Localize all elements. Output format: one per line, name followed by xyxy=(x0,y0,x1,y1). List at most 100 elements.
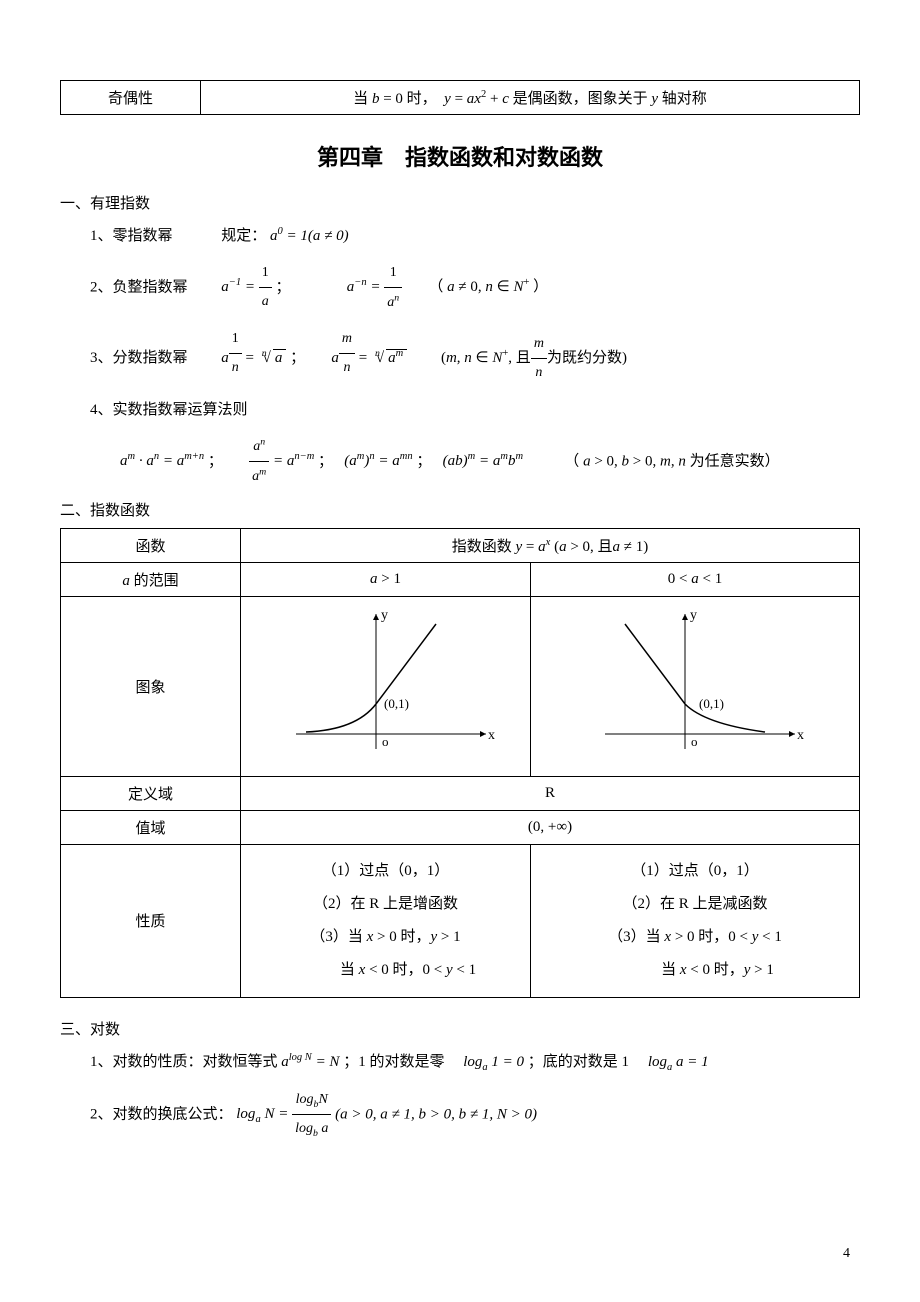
y-label: y xyxy=(381,608,388,623)
section1-heading: 一、有理指数 xyxy=(60,192,860,213)
s3-item2-label: 2、对数的换底公式： xyxy=(90,1106,233,1122)
x-label: x xyxy=(488,728,495,743)
root1: n√a xyxy=(258,343,287,373)
sep: ； xyxy=(290,350,328,366)
row-domain-label: 定义域 xyxy=(61,776,241,810)
s3-item1: 1、对数的性质：对数恒等式 alog N = N ；1 的对数是零 loga 1… xyxy=(60,1047,860,1078)
s1-item4-cond: （ a > 0, b > 0, m, n 为任意实数） xyxy=(572,453,780,469)
row-range2-value: (0, +∞) xyxy=(241,810,860,844)
s1-item4-label: 4、实数指数幂运算法则 xyxy=(60,395,860,425)
section3-heading: 三、对数 xyxy=(60,1018,860,1039)
graph-increasing: y x o (0,1) xyxy=(241,596,531,776)
s3-item1-f2: loga 1 = 0 xyxy=(463,1054,524,1070)
row-range-label: a 的范围 xyxy=(61,562,241,596)
frac-den: a xyxy=(259,288,272,316)
y-label: y xyxy=(690,608,697,623)
x-label: x xyxy=(797,728,804,743)
row-domain-value: R xyxy=(241,776,860,810)
s3-item2-left: loga N = xyxy=(236,1106,292,1122)
cond-frac: mn xyxy=(531,330,547,387)
origin-label: o xyxy=(382,734,389,749)
chapter-title: 第四章 指数函数和对数函数 xyxy=(60,140,860,172)
s1-item1-formula: a0 = 1(a ≠ 0) xyxy=(270,228,349,244)
row-range2-label: 值域 xyxy=(61,810,241,844)
frac-den: n xyxy=(531,359,547,387)
s1-item1-rule: 规定： xyxy=(221,228,266,244)
s1-item2-f2-frac: 1 an xyxy=(384,259,402,317)
s1-item4-f1: am · an = am+n xyxy=(120,453,204,469)
s1-item2-f1: a−1 = xyxy=(221,279,258,295)
s1-item4-formulas: am · an = am+n ； an am = an−m ； (am)n = … xyxy=(60,433,860,491)
page-root: 奇偶性 当 b = 0 时， y = ax2 + c 是偶函数，图象关于 y 轴… xyxy=(0,0,920,1302)
s1-item4-f2-right: = an−m xyxy=(273,453,314,469)
s1-item3: 3、分数指数幂 a1n = n√a ； amn = n√am (m, n ∈ N… xyxy=(60,325,860,387)
s1-item2-label: 2、负整指数幂 xyxy=(90,279,188,295)
frac-num: m xyxy=(531,330,547,359)
point-label: (0,1) xyxy=(699,696,724,711)
s3-item1-label: 1、对数的性质：对数恒等式 xyxy=(90,1054,278,1070)
parity-label-cell: 奇偶性 xyxy=(61,81,201,115)
eq: = xyxy=(246,350,258,366)
s1-item2-cond: （ a ≠ 0, n ∈ N+ ） xyxy=(436,279,548,295)
origin-label: o xyxy=(691,734,698,749)
exp-num: m xyxy=(339,325,355,354)
s3-item2: 2、对数的换底公式： loga N = logbN logb a (a > 0,… xyxy=(60,1086,860,1144)
prop-line: 当 x < 0 时，y > 1 xyxy=(551,954,839,987)
s1-item4-f3: (am)n = amn xyxy=(344,453,412,469)
row-func-value: 指数函数 y = ax (a > 0, 且a ≠ 1) xyxy=(241,528,860,562)
prop-line: （3）当 x > 0 时，y > 1 xyxy=(261,921,510,954)
s1-item3-f2: a xyxy=(331,350,339,366)
root-deg: n xyxy=(262,348,267,359)
row-range-col1: a > 1 xyxy=(241,562,531,596)
sep: ； xyxy=(276,279,344,295)
prop-line: （1）过点（0，1） xyxy=(551,855,839,888)
s1-item3-f1: a xyxy=(221,350,229,366)
props-right: （1）过点（0，1） （2）在 R 上是减函数 （3）当 x > 0 时，0 <… xyxy=(531,844,860,997)
frac-num: 1 xyxy=(259,259,272,288)
row-props-label: 性质 xyxy=(61,844,241,997)
s1-item2-f2: a−n = xyxy=(347,279,384,295)
frac-den: an xyxy=(384,288,402,317)
section2-heading: 二、指数函数 xyxy=(60,499,860,520)
page-number: 4 xyxy=(843,1246,850,1262)
s1-item4-f2-frac: an am xyxy=(249,433,269,491)
root-deg: n xyxy=(375,348,380,359)
point-label: (0,1) xyxy=(384,696,409,711)
s3-item2-frac: logbN logb a xyxy=(292,1086,331,1144)
graph-decreasing: y x o (0,1) xyxy=(531,596,860,776)
frac-den: logb a xyxy=(292,1115,331,1143)
props-left: （1）过点（0，1） （2）在 R 上是增函数 （3）当 x > 0 时，y >… xyxy=(241,844,531,997)
parity-text: 当 b = 0 时， y = ax2 + c 是偶函数，图象关于 y 轴对称 xyxy=(353,91,707,107)
s1-item3-label: 3、分数指数幂 xyxy=(90,350,188,366)
exp-curve-up xyxy=(306,624,436,732)
root-rad: a xyxy=(273,349,287,366)
s1-item2-f1-frac: 1 a xyxy=(259,259,272,316)
s3-item1-mid1: ；1 的对数是零 xyxy=(343,1054,444,1070)
s3-item2-cond: (a > 0, a ≠ 1, b > 0, b ≠ 1, N > 0) xyxy=(335,1106,537,1122)
prop-line: （2）在 R 上是减函数 xyxy=(551,888,839,921)
exp-function-table: 函数 指数函数 y = ax (a > 0, 且a ≠ 1) a 的范围 a >… xyxy=(60,528,860,998)
row-graph-label: 图象 xyxy=(61,596,241,776)
prop-line: （2）在 R 上是增函数 xyxy=(261,888,510,921)
s3-item1-mid2: ；底的对数是 1 xyxy=(528,1054,629,1070)
eq: = xyxy=(359,350,371,366)
root-rad: am xyxy=(386,349,407,366)
graph-decreasing-svg: y x o (0,1) xyxy=(565,604,825,764)
exp-den: n xyxy=(339,354,355,382)
s1-item3-cond: (m, n ∈ N+, 且mn为既约分数) xyxy=(441,350,627,366)
row-func-label: 函数 xyxy=(61,528,241,562)
row-range-col2: 0 < a < 1 xyxy=(531,562,860,596)
prop-line: （3）当 x > 0 时，0 < y < 1 xyxy=(551,921,839,954)
s1-item4-f4: (ab)m = ambm xyxy=(443,453,523,469)
exp-num: 1 xyxy=(229,325,242,354)
frac-den: am xyxy=(249,462,269,491)
frac-num: 1 xyxy=(384,259,402,288)
prop-line: 当 x < 0 时，0 < y < 1 xyxy=(261,954,510,987)
s1-item1: 1、零指数幂 规定： a0 = 1(a ≠ 0) xyxy=(60,221,860,251)
exp-den: n xyxy=(229,354,242,382)
frac-num: logbN xyxy=(292,1086,331,1115)
frac-num: an xyxy=(249,433,269,463)
s3-item1-f3: loga a = 1 xyxy=(648,1054,709,1070)
s1-item1-label: 1、零指数幂 xyxy=(90,228,173,244)
prop-line: （1）过点（0，1） xyxy=(261,855,510,888)
